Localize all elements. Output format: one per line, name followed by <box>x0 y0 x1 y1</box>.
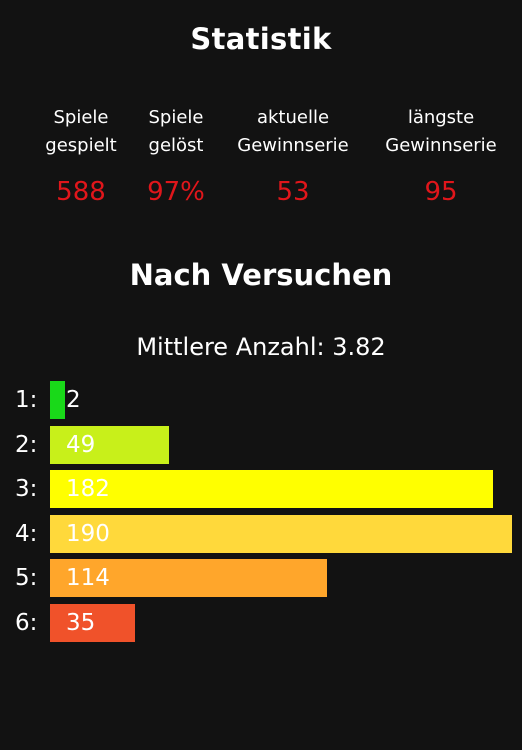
distribution-row-label: 4: <box>15 520 38 547</box>
stat-longest-streak: längste Gewinnserie 95 <box>385 104 497 207</box>
stat-label: längste Gewinnserie <box>385 107 497 156</box>
distribution-row: 4: 190 <box>0 514 522 553</box>
distribution-row: 2: 49 <box>0 425 522 464</box>
distribution-row-label: 1: <box>15 387 38 413</box>
stat-value: 95 <box>424 177 458 207</box>
stat-value: 53 <box>276 177 310 207</box>
distribution-bar-value: 35 <box>66 610 96 636</box>
distribution-bar <box>50 559 328 598</box>
distribution-bar <box>50 425 170 464</box>
distribution-bar <box>50 381 65 419</box>
distribution-bar <box>50 604 136 642</box>
guess-distribution-title: Nach Versuchen <box>129 258 393 292</box>
distribution-row: 1: 2 <box>0 381 522 419</box>
distribution-row: 6: 35 <box>0 604 522 642</box>
stat-label: Spiele gelöst <box>148 107 204 156</box>
distribution-bar <box>50 470 493 509</box>
statistics-title: Statistik <box>190 22 332 56</box>
stat-games-solved: Spiele gelöst 97% <box>147 104 205 207</box>
distribution-bar <box>50 514 512 553</box>
distribution-bar-value: 2 <box>66 387 81 413</box>
stat-label: Spiele gespielt <box>45 107 117 156</box>
distribution-row-label: 5: <box>15 565 38 592</box>
distribution-bar-value: 114 <box>66 565 110 592</box>
stat-games-played: Spiele gespielt 588 <box>45 104 116 207</box>
stat-value: 588 <box>56 177 106 207</box>
distribution-bar-value: 49 <box>66 431 96 458</box>
distribution-row-label: 3: <box>15 476 38 503</box>
stats-summary: Spiele gespielt 588 Spiele gelöst 97% ak… <box>0 104 522 214</box>
stat-label: aktuelle Gewinnserie <box>237 107 349 156</box>
distribution-row-label: 2: <box>15 431 38 458</box>
distribution-bar-value: 182 <box>66 476 110 503</box>
average-guesses: Mittlere Anzahl: 3.82 <box>136 333 386 361</box>
stat-value: 97% <box>147 177 205 207</box>
distribution-row: 5: 114 <box>0 559 522 598</box>
stat-current-streak: aktuelle Gewinnserie 53 <box>237 104 349 207</box>
distribution-bar-value: 190 <box>66 520 110 547</box>
distribution-row-label: 6: <box>15 610 38 636</box>
distribution-row: 3: 182 <box>0 470 522 509</box>
